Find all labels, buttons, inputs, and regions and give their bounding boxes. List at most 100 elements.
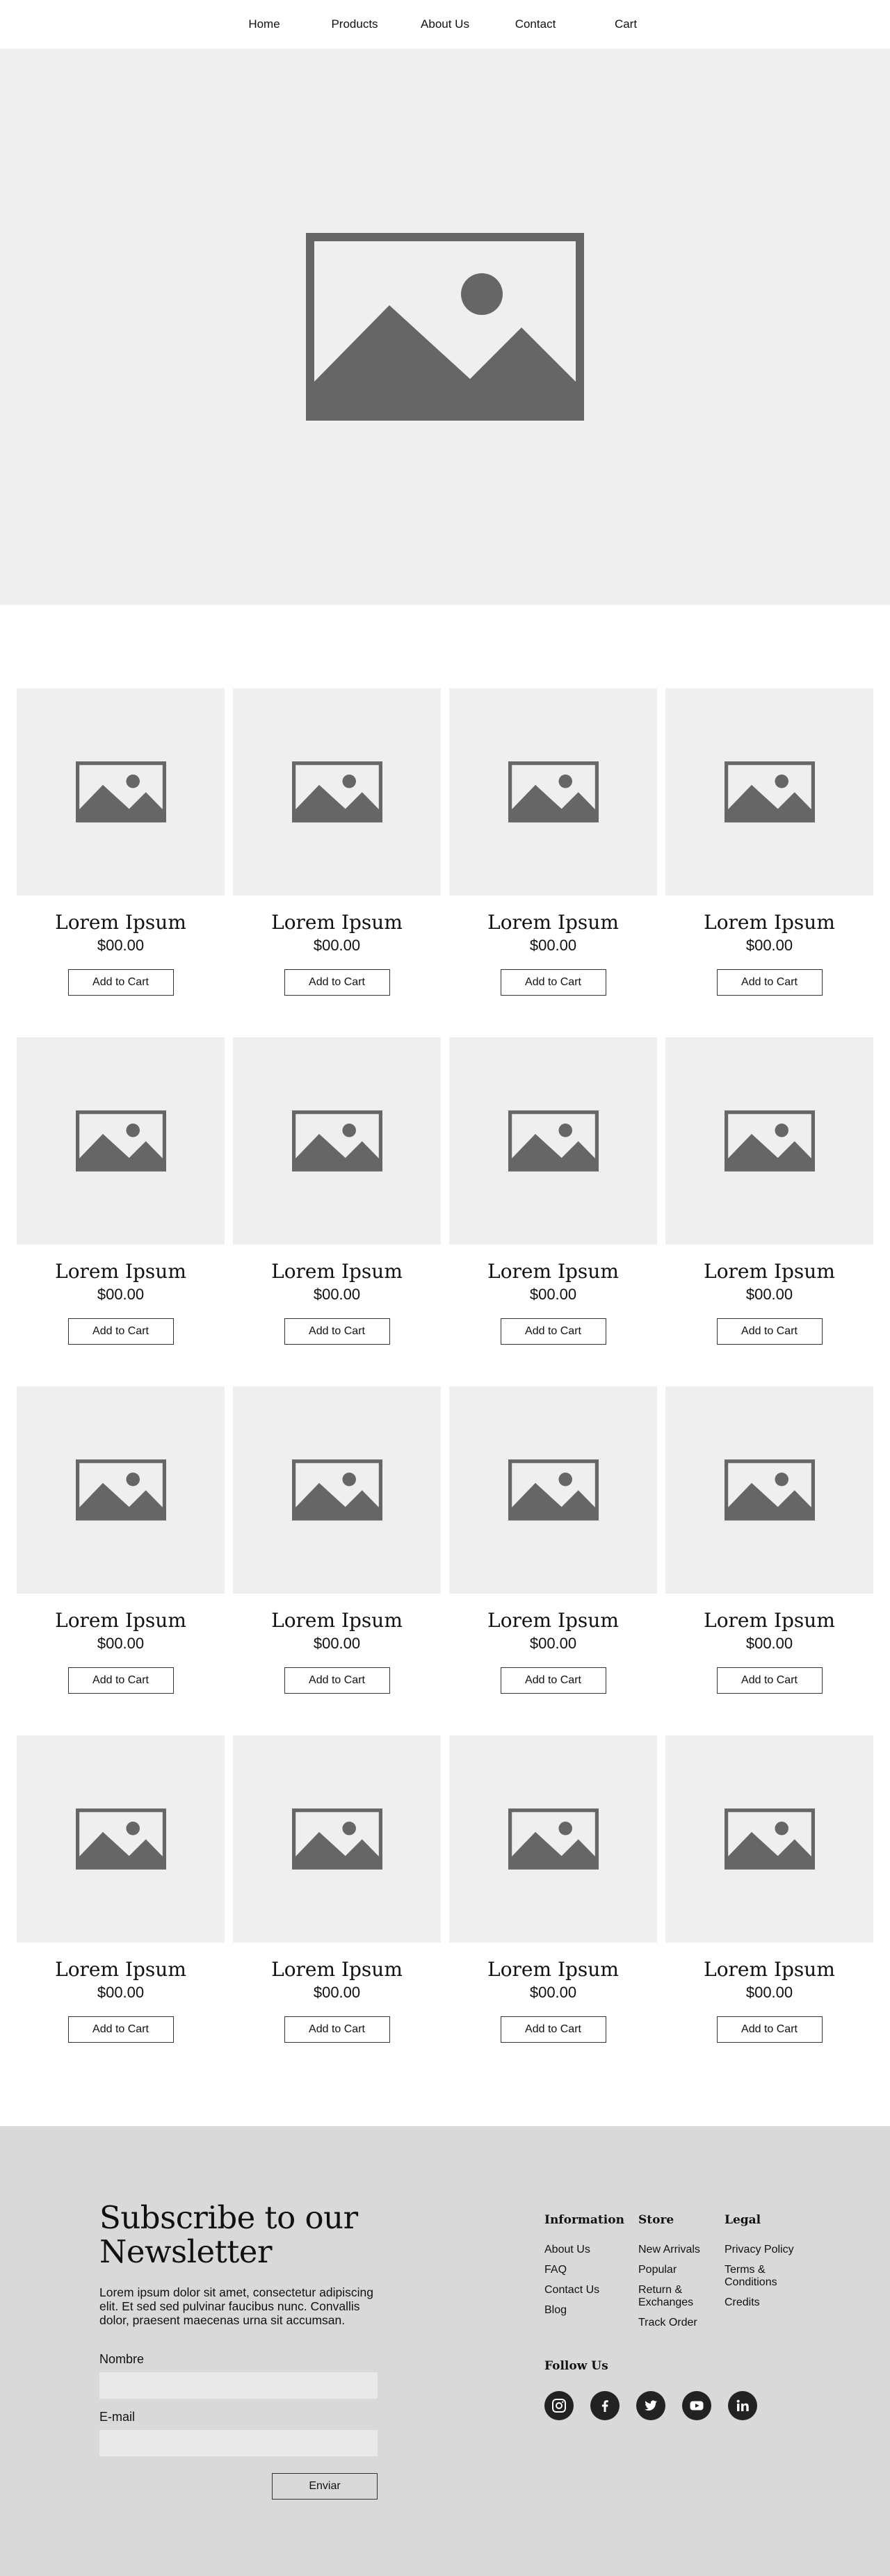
footer-link-about-us[interactable]: About Us [544, 2244, 590, 2255]
product-title[interactable]: Lorem Ipsum [704, 1609, 835, 1632]
name-field[interactable] [99, 2372, 378, 2399]
product-title[interactable]: Lorem Ipsum [704, 911, 835, 934]
add-to-cart-button[interactable]: Add to Cart [500, 969, 606, 996]
product-title[interactable]: Lorem Ipsum [487, 1609, 619, 1632]
footer-link-new-arrivals[interactable]: New Arrivals [638, 2244, 700, 2255]
product-image[interactable] [449, 1037, 657, 1245]
footer-link-contact-us[interactable]: Contact Us [544, 2284, 600, 2296]
twitter-icon[interactable] [636, 2391, 665, 2420]
youtube-icon[interactable] [682, 2391, 711, 2420]
product-image[interactable] [449, 1386, 657, 1594]
submit-button[interactable]: Enviar [272, 2473, 378, 2500]
add-to-cart-button[interactable]: Add to Cart [67, 969, 174, 996]
nav-home-link[interactable]: Home [248, 17, 280, 31]
product-price: $00.00 [745, 1635, 793, 1652]
follow-us: Follow Us [544, 2359, 774, 2420]
product-price: $00.00 [745, 1984, 793, 2001]
product-image[interactable] [17, 1386, 225, 1594]
product-card: Lorem Ipsum $00.00 Add to Cart [17, 1735, 225, 2043]
product-title[interactable]: Lorem Ipsum [55, 1260, 186, 1283]
product-title[interactable]: Lorem Ipsum [271, 1260, 403, 1283]
add-to-cart-button[interactable]: Add to Cart [716, 1667, 823, 1694]
newsletter-form: Subscribe to our Newsletter Lorem ipsum … [99, 2201, 378, 2500]
facebook-icon[interactable] [590, 2391, 620, 2420]
product-title[interactable]: Lorem Ipsum [487, 911, 619, 934]
nav-contact-link[interactable]: Contact [515, 17, 556, 31]
product-image[interactable] [665, 1037, 873, 1245]
product-card: Lorem Ipsum $00.00 Add to Cart [665, 1037, 873, 1345]
product-card: Lorem Ipsum $00.00 Add to Cart [233, 688, 441, 996]
product-title[interactable]: Lorem Ipsum [55, 1958, 186, 1981]
add-to-cart-button[interactable]: Add to Cart [284, 1667, 390, 1694]
product-title[interactable]: Lorem Ipsum [55, 911, 186, 934]
footer-link-return-exchanges[interactable]: Return & Exchanges [638, 2284, 694, 2308]
footer-link-track-order[interactable]: Track Order [638, 2317, 697, 2328]
product-image[interactable] [665, 688, 873, 896]
footer-link-terms-conditions[interactable]: Terms & Conditions [725, 2264, 777, 2288]
add-to-cart-button[interactable]: Add to Cart [716, 969, 823, 996]
product-title[interactable]: Lorem Ipsum [271, 911, 403, 934]
product-price: $00.00 [529, 1984, 577, 2001]
product-price: $00.00 [529, 937, 577, 954]
linkedin-icon[interactable] [728, 2391, 757, 2420]
add-to-cart-button[interactable]: Add to Cart [716, 1318, 823, 1345]
add-to-cart-button[interactable]: Add to Cart [284, 969, 390, 996]
product-image[interactable] [665, 1386, 873, 1594]
add-to-cart-button[interactable]: Add to Cart [284, 1318, 390, 1345]
footer-link-popular[interactable]: Popular [638, 2264, 677, 2276]
add-to-cart-button[interactable]: Add to Cart [500, 1318, 606, 1345]
add-to-cart-button[interactable]: Add to Cart [500, 1667, 606, 1694]
product-image[interactable] [17, 1037, 225, 1245]
nav-cart-link[interactable]: Cart [614, 17, 638, 31]
product-image[interactable] [233, 688, 441, 896]
product-image[interactable] [665, 1735, 873, 1943]
product-title[interactable]: Lorem Ipsum [704, 1260, 835, 1283]
product-card: Lorem Ipsum $00.00 Add to Cart [665, 688, 873, 996]
product-grid: Lorem Ipsum $00.00 Add to Cart Lorem Ips… [17, 688, 873, 2043]
name-label: Nombre [99, 2352, 145, 2366]
product-title[interactable]: Lorem Ipsum [55, 1609, 186, 1632]
add-to-cart-button[interactable]: Add to Cart [67, 1318, 174, 1345]
legal-column: Legal Privacy Policy Terms & Conditions … [725, 2213, 818, 2337]
nav-about-link[interactable]: About Us [421, 17, 469, 31]
submit-row: Enviar [99, 2473, 378, 2500]
instagram-icon[interactable] [544, 2391, 574, 2420]
product-image[interactable] [233, 1037, 441, 1245]
product-image[interactable] [233, 1386, 441, 1594]
product-card: Lorem Ipsum $00.00 Add to Cart [449, 1037, 657, 1345]
add-to-cart-button[interactable]: Add to Cart [284, 2016, 390, 2043]
product-image[interactable] [233, 1735, 441, 1943]
product-image[interactable] [17, 688, 225, 896]
email-field[interactable] [99, 2430, 378, 2456]
product-title[interactable]: Lorem Ipsum [487, 1958, 619, 1981]
product-title[interactable]: Lorem Ipsum [271, 1958, 403, 1981]
product-title[interactable]: Lorem Ipsum [704, 1958, 835, 1981]
image-placeholder-icon [75, 761, 166, 823]
add-to-cart-button[interactable]: Add to Cart [500, 2016, 606, 2043]
nav-products-link[interactable]: Products [331, 17, 378, 31]
add-to-cart-button[interactable]: Add to Cart [67, 2016, 174, 2043]
footer-link-privacy-policy[interactable]: Privacy Policy [725, 2244, 794, 2255]
product-title[interactable]: Lorem Ipsum [271, 1609, 403, 1632]
product-image[interactable] [449, 688, 657, 896]
product-image[interactable] [17, 1735, 225, 1943]
image-placeholder-icon [291, 761, 382, 823]
product-image[interactable] [449, 1735, 657, 1943]
footer: Subscribe to our Newsletter Lorem ipsum … [0, 2126, 890, 2576]
product-title[interactable]: Lorem Ipsum [487, 1260, 619, 1283]
product-card: Lorem Ipsum $00.00 Add to Cart [665, 1735, 873, 2043]
add-to-cart-button[interactable]: Add to Cart [67, 1667, 174, 1694]
footer-link-credits[interactable]: Credits [725, 2296, 760, 2308]
product-section: Lorem Ipsum $00.00 Add to Cart Lorem Ips… [0, 605, 890, 2126]
store-heading: Store [638, 2213, 674, 2227]
footer-link-blog[interactable]: Blog [544, 2304, 567, 2316]
legal-heading: Legal [725, 2213, 761, 2227]
product-card: Lorem Ipsum $00.00 Add to Cart [17, 1037, 225, 1345]
add-to-cart-button[interactable]: Add to Cart [716, 2016, 823, 2043]
footer-link-faq[interactable]: FAQ [544, 2264, 567, 2276]
email-label: E-mail [99, 2410, 136, 2424]
image-placeholder-icon [724, 1110, 815, 1172]
product-card: Lorem Ipsum $00.00 Add to Cart [449, 1735, 657, 2043]
product-price: $00.00 [97, 1984, 145, 2001]
image-placeholder-icon [508, 1808, 599, 1870]
